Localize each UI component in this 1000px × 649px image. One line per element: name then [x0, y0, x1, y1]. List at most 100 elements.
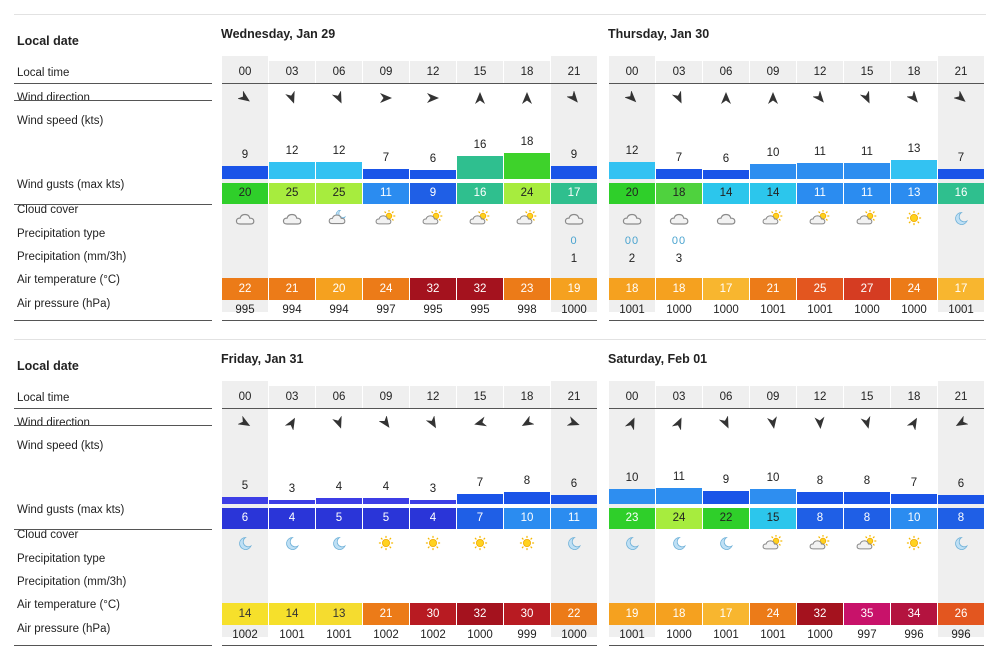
precipitation-amount	[222, 252, 268, 266]
hour-column: 18 7 10 34 996	[891, 339, 937, 649]
air-pressure-value: 1000	[666, 304, 692, 316]
precipitation-amount	[316, 577, 362, 591]
cloud-icon	[563, 210, 585, 226]
air-pressure-value: 1001	[326, 629, 352, 641]
sun-cloud-icon	[375, 209, 397, 226]
precipitation-type	[844, 559, 890, 573]
block-divider	[14, 14, 986, 15]
wind-speed-value: 7	[476, 477, 484, 489]
precipitation-type	[222, 234, 268, 248]
precipitation-type	[891, 234, 937, 248]
row-separator	[14, 408, 212, 409]
air-pressure-value: 997	[857, 629, 877, 641]
wind-speed-value: 12	[332, 145, 346, 157]
wind-direction-arrow-icon	[718, 415, 733, 430]
wind-gust-value: 5	[316, 508, 362, 529]
precipitation-type	[363, 234, 409, 248]
precipitation-type	[504, 559, 550, 573]
local-time: 03	[656, 386, 702, 408]
block-divider	[14, 339, 986, 340]
wind-speed-value: 10	[766, 472, 780, 484]
local-time: 21	[551, 61, 597, 83]
wind-gust-value: 22	[703, 508, 749, 529]
row-label-precip-type: Precipitation type	[17, 228, 106, 240]
wind-speed-bar	[504, 492, 550, 504]
wind-speed-bar	[656, 488, 702, 504]
precipitation-type	[750, 559, 796, 573]
wind-gust-value: 25	[269, 183, 315, 204]
air-pressure-value: 1000	[561, 304, 587, 316]
wind-direction-arrow-icon	[813, 416, 827, 430]
wind-speed-value: 6	[429, 153, 437, 165]
air-temperature-value: 24	[891, 278, 937, 300]
wind-direction-arrow-icon	[859, 90, 874, 105]
precipitation-amount	[750, 252, 796, 266]
air-pressure-value: 1002	[232, 629, 258, 641]
precipitation-amount	[551, 577, 597, 591]
wind-gust-value: 5	[363, 508, 409, 529]
wind-speed-bar	[316, 498, 362, 504]
row-label-precip-type: Precipitation type	[17, 553, 106, 565]
wind-gust-value: 10	[891, 508, 937, 529]
wind-speed-bar	[222, 166, 268, 179]
row-separator	[222, 408, 597, 409]
local-time: 15	[844, 61, 890, 83]
local-time: 12	[797, 386, 843, 408]
air-pressure-value: 1002	[420, 629, 446, 641]
wind-direction-arrow-icon	[860, 415, 874, 430]
precipitation-amount	[316, 252, 362, 266]
precipitation-amount	[363, 252, 409, 266]
wind-gust-value: 13	[891, 183, 937, 204]
precipitation-type	[551, 559, 597, 573]
hour-column: 18 8 10 30 999	[504, 339, 550, 649]
precipitation-amount	[750, 577, 796, 591]
moon-icon	[715, 535, 737, 551]
air-pressure-value: 1000	[854, 304, 880, 316]
air-temperature-value: 22	[222, 278, 268, 300]
wind-direction-arrow-icon	[473, 416, 488, 430]
air-temperature-value: 32	[410, 278, 456, 300]
wind-speed-value: 3	[288, 483, 296, 495]
hour-column: 09 10 15 24 1001	[750, 339, 796, 649]
row-separator	[14, 645, 212, 646]
row-label-air-pressure: Air pressure (hPa)	[17, 298, 111, 310]
wind-speed-value: 4	[382, 481, 390, 493]
precipitation-amount	[222, 577, 268, 591]
hour-column: 15 11 11 27 1000	[844, 14, 890, 324]
sun-cloud-icon	[516, 209, 538, 226]
row-separator	[14, 529, 212, 530]
air-pressure-value: 1001	[619, 304, 645, 316]
wind-speed-value: 8	[523, 475, 531, 487]
row-label-precip-amount: Precipitation (mm/3h)	[17, 251, 127, 263]
moon-icon	[950, 210, 972, 226]
wind-speed-value: 8	[816, 475, 824, 487]
wind-speed-value: 11	[814, 146, 826, 158]
wind-speed-value: 3	[429, 483, 437, 495]
local-time: 18	[891, 386, 937, 408]
sun-cloud-icon	[422, 209, 444, 226]
row-separator	[14, 425, 212, 426]
row-label-wind-direction: Wind direction	[17, 92, 90, 104]
local-time: 18	[891, 61, 937, 83]
sun-cloud-icon	[762, 209, 784, 226]
row-label-local-time: Local time	[17, 67, 70, 79]
row-label-local-time: Local time	[17, 392, 70, 404]
precipitation-amount	[656, 577, 702, 591]
wind-speed-bar	[457, 494, 503, 504]
wind-gust-value: 20	[609, 183, 655, 204]
air-pressure-value: 996	[904, 629, 924, 641]
local-time: 09	[750, 386, 796, 408]
sun-icon	[422, 535, 444, 551]
air-temperature-value: 21	[269, 278, 315, 300]
wind-gust-value: 4	[269, 508, 315, 529]
air-temperature-value: 21	[750, 278, 796, 300]
hour-column: 00 5 6 14 1002	[222, 339, 268, 649]
hour-column: 12 11 11 25 1001	[797, 14, 843, 324]
air-temperature-value: 26	[938, 603, 984, 625]
wind-speed-value: 12	[625, 145, 639, 157]
day-forecast: 00 9 20 22 995 03 12 25 21 994 06 12 25 20 994 09 7 11 24 9…	[222, 14, 597, 324]
air-temperature-value: 19	[609, 603, 655, 625]
moon-icon	[950, 535, 972, 551]
precipitation-type	[410, 559, 456, 573]
precipitation-type	[656, 559, 702, 573]
